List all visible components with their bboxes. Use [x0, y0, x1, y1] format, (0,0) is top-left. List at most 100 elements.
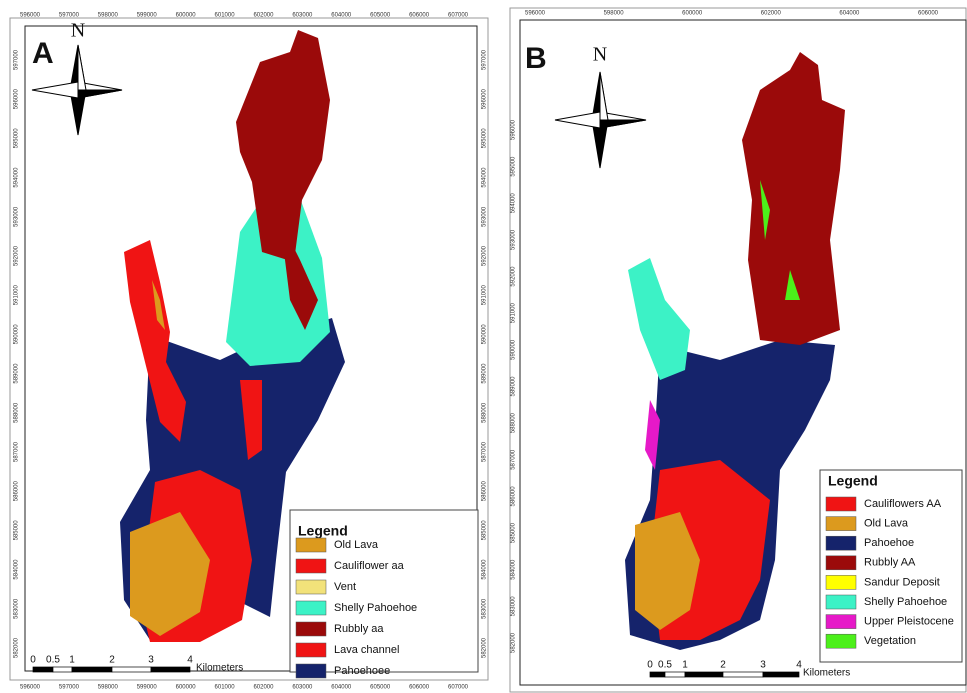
legend-swatch [826, 575, 856, 589]
coordinate-label: 590000 [14, 324, 20, 345]
coordinate-label: 598000 [604, 11, 625, 17]
scale-segment [650, 672, 665, 677]
coordinate-label: 603000 [292, 685, 313, 691]
coordinate-label: 589000 [14, 363, 20, 384]
coordinate-label: 594000 [511, 193, 517, 214]
legend-label: Shelly Pahoehoe [864, 596, 947, 608]
coordinate-label: 584000 [482, 559, 488, 580]
coordinate-label: 588000 [511, 412, 517, 433]
legend-label: Upper Pleistocene [864, 616, 954, 628]
legend-title: Legend [828, 473, 878, 489]
coordinate-label: 606000 [409, 13, 430, 19]
coordinate-label: 596000 [511, 119, 517, 140]
scale-label: 0 [30, 655, 36, 666]
coordinate-label: 582000 [482, 637, 488, 658]
coordinate-label: 583000 [14, 598, 20, 619]
legend-swatch [826, 595, 856, 609]
coordinate-label: 605000 [370, 13, 391, 19]
coordinate-label: 595000 [482, 128, 488, 149]
legend-label: Cauliflowers AA [864, 498, 942, 510]
coordinate-label: 597000 [482, 49, 488, 70]
legend-swatch [296, 538, 326, 552]
legend-label: Lava channel [334, 644, 399, 656]
coordinate-label: 602000 [253, 685, 274, 691]
coordinate-label: 582000 [14, 637, 20, 658]
coordinate-label: 602000 [761, 11, 782, 17]
legend-swatch [296, 643, 326, 657]
coordinate-label: 585000 [511, 522, 517, 543]
coordinate-label: 607000 [448, 685, 469, 691]
scale-label: 0.5 [46, 655, 60, 666]
coordinate-label: 596000 [14, 89, 20, 110]
legend-label: Cauliflower aa [334, 560, 405, 572]
coordinate-label: 591000 [511, 303, 517, 324]
coordinate-label: 593000 [511, 229, 517, 250]
coordinate-label: 606000 [918, 11, 939, 17]
scale-unit: Kilometers [803, 668, 850, 679]
coordinate-label: 587000 [14, 441, 20, 462]
coordinate-label: 597000 [59, 13, 80, 19]
coordinate-label: 597000 [14, 49, 20, 70]
legend-swatch [826, 517, 856, 531]
coordinate-label: 598000 [98, 13, 119, 19]
coordinate-label: 586000 [511, 486, 517, 507]
coordinate-label: 606000 [409, 685, 430, 691]
coordinate-label: 600000 [176, 13, 197, 19]
coordinate-label: 604000 [331, 13, 352, 19]
coordinate-label: 592000 [511, 266, 517, 287]
legend-label: Pahoehoee [334, 665, 390, 677]
coordinate-label: 584000 [14, 559, 20, 580]
scale-label: 2 [720, 660, 726, 671]
scale-label: 2 [109, 655, 115, 666]
coordinate-label: 591000 [14, 285, 20, 306]
coordinate-label: 596000 [20, 685, 41, 691]
coordinate-label: 596000 [20, 13, 41, 19]
coordinate-label: 600000 [176, 685, 197, 691]
scale-label: 4 [796, 660, 802, 671]
coordinate-label: 584000 [511, 559, 517, 580]
legend-label: Rubbly aa [334, 623, 384, 635]
page: {"panels": [ {"label": "A", "north": "N"… [0, 0, 967, 693]
legend-swatch [826, 497, 856, 511]
scale-label: 3 [760, 660, 766, 671]
scale-label: 1 [682, 660, 688, 671]
scale-segment [33, 667, 53, 672]
legend-label: Old Lava [334, 539, 379, 551]
coordinate-label: 598000 [98, 685, 119, 691]
coordinate-label: 585000 [482, 520, 488, 541]
coordinate-label: 588000 [14, 402, 20, 423]
legend-label: Old Lava [864, 518, 909, 530]
coordinate-label: 594000 [482, 167, 488, 188]
legend-swatch [296, 559, 326, 573]
legend-swatch [296, 580, 326, 594]
coordinate-label: 599000 [137, 13, 158, 19]
scale-unit: Kilometers [196, 663, 243, 674]
coordinate-label: 585000 [14, 520, 20, 541]
coordinate-label: 603000 [292, 13, 313, 19]
coordinate-label: 588000 [482, 402, 488, 423]
coordinate-label: 592000 [482, 245, 488, 266]
coordinate-label: 605000 [370, 685, 391, 691]
scale-label: 0.5 [658, 660, 672, 671]
legend-swatch [296, 601, 326, 615]
coordinate-label: 601000 [215, 13, 236, 19]
coordinate-label: 602000 [253, 13, 274, 19]
coordinate-label: 595000 [511, 156, 517, 177]
legend-swatch [826, 634, 856, 648]
scale-segment [763, 672, 799, 677]
legend-swatch [296, 622, 326, 636]
figure: AN59600059700059800059900060000060100060… [0, 0, 967, 693]
north-label: N [593, 44, 607, 66]
north-label: N [71, 20, 85, 42]
legend-label: Vent [334, 581, 356, 593]
coordinate-label: 600000 [682, 11, 703, 17]
coordinate-label: 583000 [511, 596, 517, 617]
coordinate-label: 589000 [482, 363, 488, 384]
scale-segment [685, 672, 723, 677]
coordinate-label: 590000 [482, 324, 488, 345]
scale-segment [151, 667, 190, 672]
coordinate-label: 599000 [137, 685, 158, 691]
coordinate-label: 604000 [331, 685, 352, 691]
coordinate-label: 589000 [511, 376, 517, 397]
coordinate-label: 596000 [482, 89, 488, 110]
